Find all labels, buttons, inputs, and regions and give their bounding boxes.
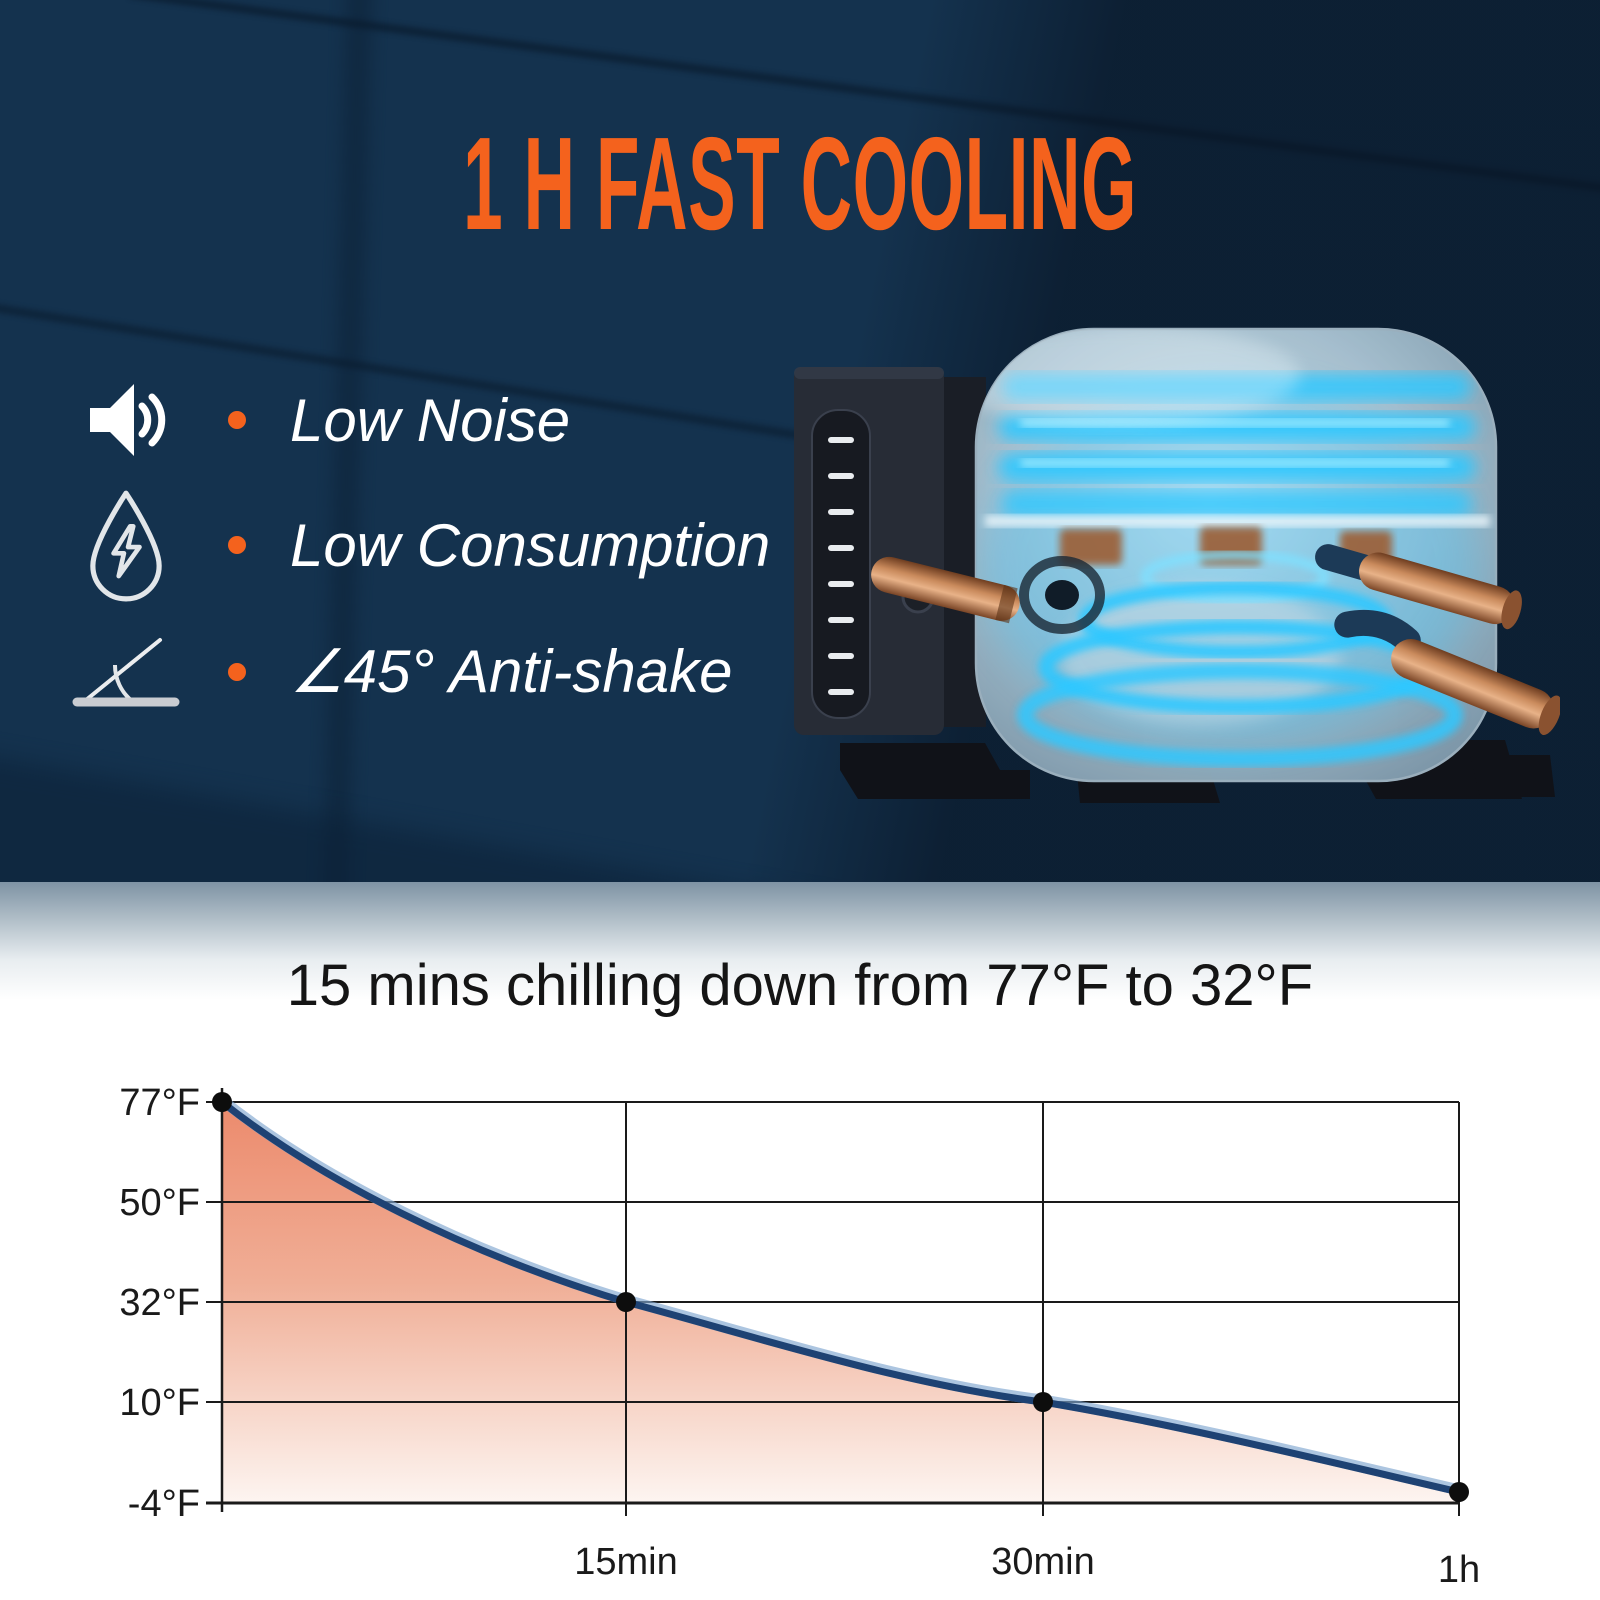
feature-low-noise: Low Noise — [60, 360, 570, 480]
page-title: 1 H FAST COOLING — [0, 118, 1600, 250]
feature-label: ∠45° Anti-shake — [290, 638, 733, 705]
compressor-illustration — [794, 327, 1560, 803]
x-axis-labels: 15min 30min 1h — [574, 1541, 1480, 1591]
feature-label: Low Consumption — [290, 511, 771, 579]
y-axis-label: 77°F — [119, 1082, 200, 1124]
data-point-dot — [616, 1292, 636, 1312]
axes — [206, 1088, 1459, 1512]
y-axis-label: -4°F — [128, 1483, 200, 1525]
y-axis-labels: 77°F 50°F 32°F 10°F -4°F — [119, 1082, 200, 1525]
hero-section: 1 H FAST COOLING Low Noise — [0, 0, 1600, 882]
bullet-dot — [228, 536, 246, 554]
x-axis-label: 30min — [991, 1541, 1095, 1583]
data-point-dot — [1033, 1392, 1053, 1412]
page-title-text: 1 H FAST COOLING — [463, 110, 1137, 257]
compressor-body — [974, 327, 1498, 783]
stator-divider — [985, 515, 1490, 527]
water-drop-energy-icon — [60, 487, 192, 603]
y-axis-label: 50°F — [119, 1182, 200, 1224]
y-axis-label: 10°F — [119, 1382, 200, 1424]
x-axis-label: 1h — [1438, 1549, 1480, 1591]
y-axis-label: 32°F — [119, 1282, 200, 1324]
compressor-control-box — [794, 367, 986, 735]
data-point-dot — [212, 1092, 232, 1112]
x-axis-label: 15min — [574, 1541, 678, 1583]
feature-anti-shake: ∠45° Anti-shake — [60, 612, 732, 732]
bullet-dot — [228, 663, 246, 681]
chart-title: 15 mins chilling down from 77°F to 32°F — [286, 953, 1314, 1018]
temperature-curve — [218, 1098, 1463, 1496]
angle-45-icon — [60, 632, 192, 712]
gridlines — [206, 1101, 1460, 1516]
section-divider-gradient — [0, 882, 1600, 1000]
temperature-chart: 77°F 50°F 32°F 10°F -4°F 15min 30min 1h — [119, 1082, 1480, 1591]
data-point-dot — [1449, 1482, 1469, 1502]
data-points — [212, 1092, 1469, 1502]
bullet-dot — [228, 411, 246, 429]
feature-label: Low Noise — [290, 386, 571, 454]
top-sheen — [976, 329, 1300, 425]
vent-panel — [811, 409, 871, 719]
feature-low-consumption: Low Consumption — [60, 485, 770, 605]
speaker-volume-icon — [60, 378, 192, 462]
